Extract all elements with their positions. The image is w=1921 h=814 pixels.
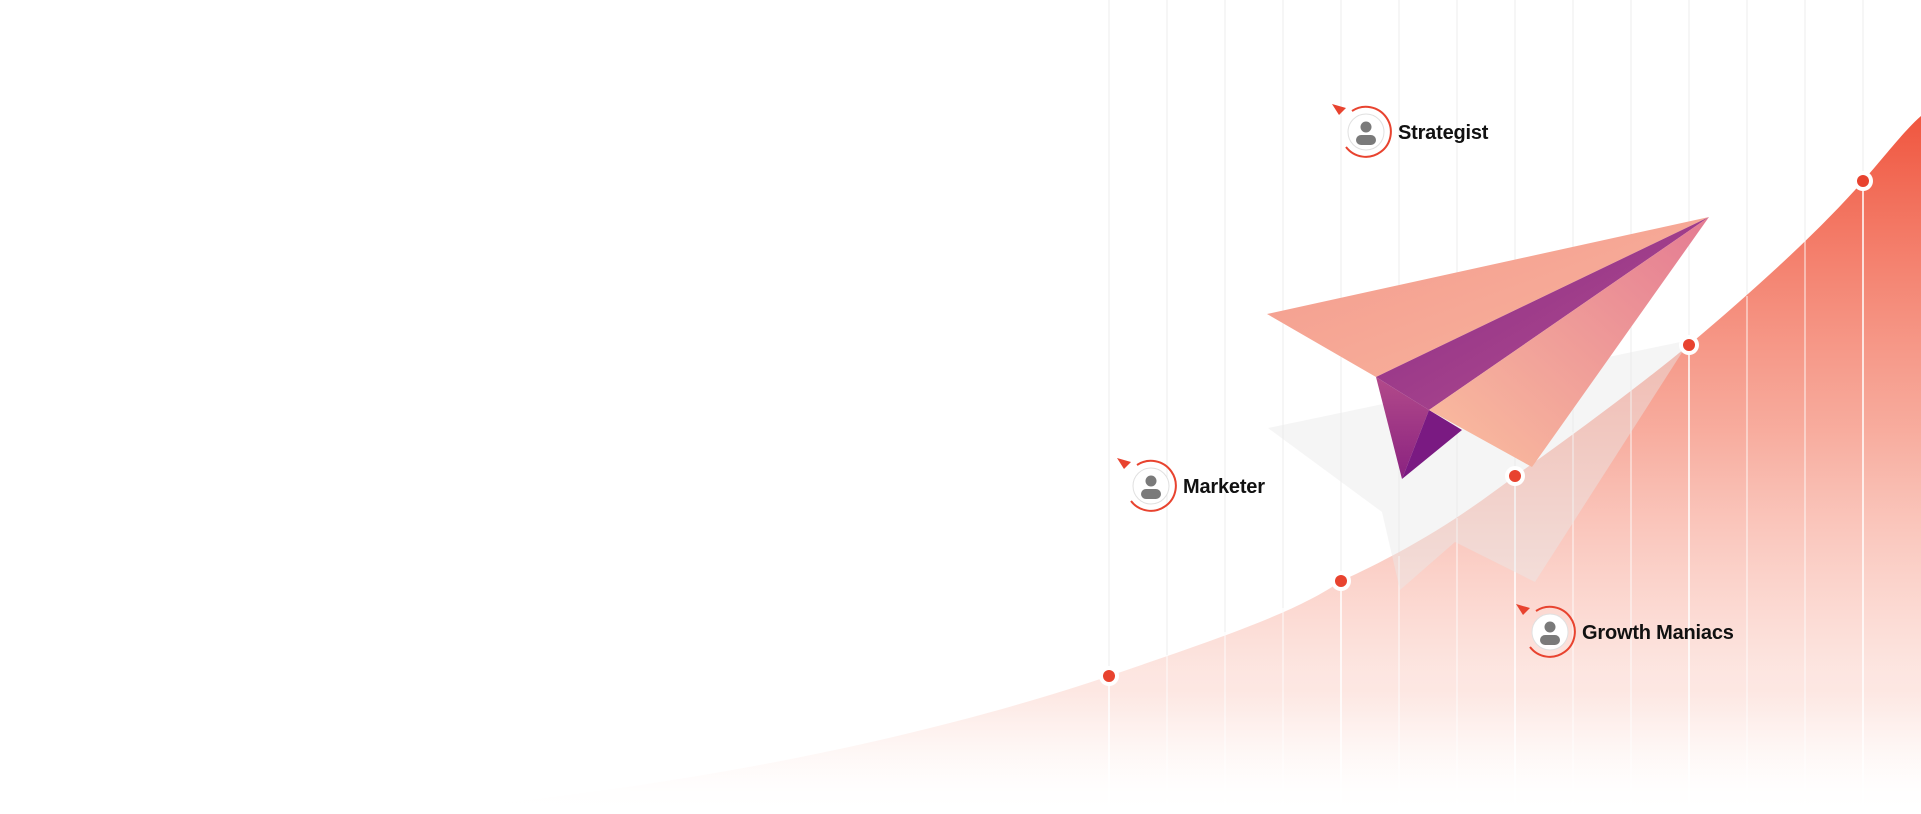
- paper-plane-icon: [1267, 217, 1709, 479]
- persona-strategist: Strategist: [1332, 104, 1489, 158]
- persona-marketer: Marketer: [1117, 458, 1265, 512]
- user-icon: [1141, 475, 1161, 499]
- curve-points: [1099, 171, 1873, 686]
- arrow-icon: [1117, 458, 1131, 469]
- persona-label: Strategist: [1398, 122, 1489, 144]
- persona-growth-maniacs: Growth Maniacs: [1516, 604, 1734, 658]
- arrow-icon: [1332, 104, 1346, 115]
- user-icon: [1540, 621, 1560, 645]
- user-icon: [1356, 121, 1376, 145]
- arrow-icon: [1516, 604, 1530, 615]
- curve-point: [1505, 466, 1525, 486]
- orbit-ring: [1345, 105, 1392, 158]
- curve-point: [1331, 571, 1351, 591]
- area-bottom-fade: [0, 690, 1921, 814]
- persona-label: Growth Maniacs: [1582, 622, 1734, 644]
- curve-point: [1679, 335, 1699, 355]
- persona-label: Marketer: [1183, 476, 1265, 498]
- orbit-ring: [1529, 605, 1576, 658]
- curve-point: [1099, 666, 1119, 686]
- orbit-ring: [1130, 459, 1177, 512]
- point-stems: [1108, 181, 1864, 814]
- plane-shadow: [1268, 340, 1690, 590]
- curve-point: [1853, 171, 1873, 191]
